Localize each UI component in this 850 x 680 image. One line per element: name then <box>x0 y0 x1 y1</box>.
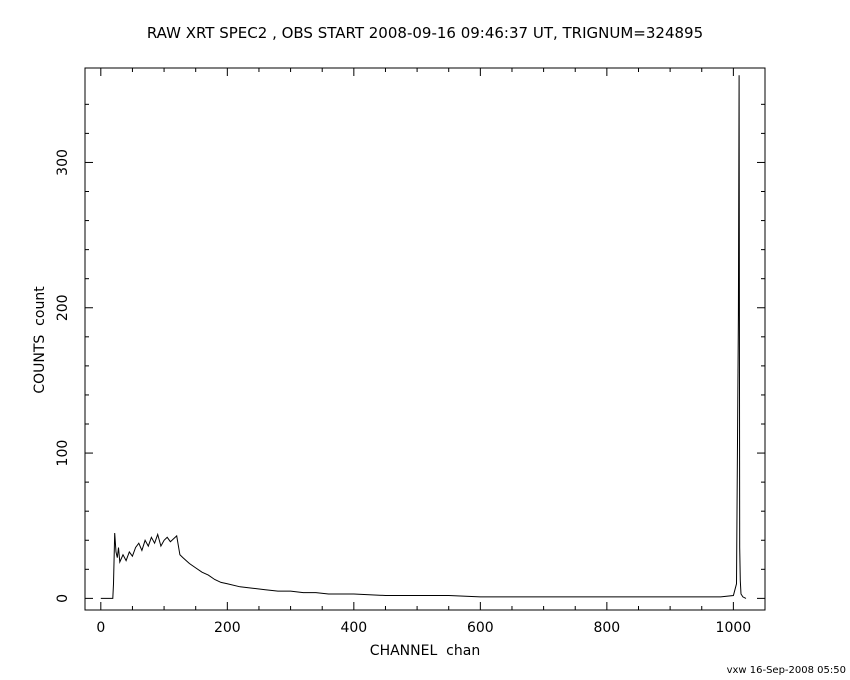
y-tick-label: 300 <box>55 149 71 176</box>
plot-frame <box>84 67 766 611</box>
x-tick-label: 600 <box>467 620 494 636</box>
y-axis-label: COUNTS count <box>32 286 48 394</box>
footer-stamp: vxw 16-Sep-2008 05:50 <box>726 665 846 676</box>
x-tick-label: 0 <box>96 620 105 636</box>
x-axis: 0 200 400 600 800 1000 <box>96 68 766 636</box>
y-axis: 0 100 200 300 <box>55 103 765 603</box>
x-tick-label: 1000 <box>716 620 752 636</box>
y-tick-label: 100 <box>55 440 71 467</box>
x-axis-label: CHANNEL chan <box>370 643 480 659</box>
x-tick-label: 400 <box>340 620 367 636</box>
y-tick-label: 200 <box>55 294 71 321</box>
x-tick-label: 200 <box>214 620 241 636</box>
x-tick-label: 800 <box>593 620 620 636</box>
series-line <box>100 75 747 599</box>
y-tick-label: 0 <box>55 594 71 603</box>
chart-title: RAW XRT SPEC2 , OBS START 2008-09-16 09:… <box>147 24 703 42</box>
